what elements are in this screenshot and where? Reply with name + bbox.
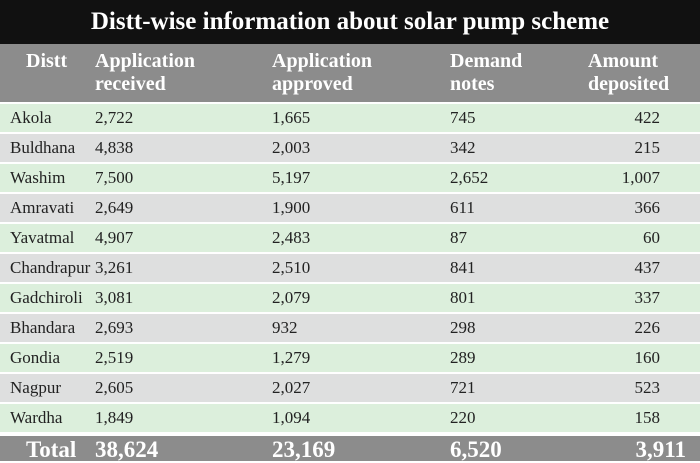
table-row: Washim 7,500 5,197 2,652 1,007 <box>0 164 700 192</box>
table-cell: Yavatmal <box>10 228 75 247</box>
table-cell: 1,900 <box>272 198 311 217</box>
table-cell: 337 <box>634 288 661 307</box>
table-cell: Chandrapur <box>10 258 91 277</box>
header-cell: Application approved <box>272 50 372 96</box>
total-cell: 38,624 <box>95 437 159 462</box>
table-row: Bhandara 2,693 932 298 226 <box>0 314 700 342</box>
header-cell: Distt <box>26 50 67 73</box>
table-cell: 2,652 <box>450 168 489 187</box>
header-cell: Application received <box>95 50 195 96</box>
total-cell: 23,169 <box>272 437 336 462</box>
header-line: received <box>95 73 166 95</box>
table-cell: Gadchiroli <box>10 288 83 307</box>
header-line: deposited <box>588 73 670 95</box>
table-cell: Gondia <box>10 348 61 367</box>
table-row: Yavatmal 4,907 2,483 87 60 <box>0 224 700 252</box>
table-cell: 745 <box>450 108 476 127</box>
table-cell: 932 <box>272 318 298 337</box>
table-cell: 215 <box>634 138 661 157</box>
table-cell: 1,094 <box>272 408 311 427</box>
table-cell: 2,027 <box>272 378 311 397</box>
table-cell: 2,693 <box>95 318 134 337</box>
table-cell: 2,722 <box>95 108 134 127</box>
table-cell: 3,261 <box>95 258 134 277</box>
table-cell: 2,483 <box>272 228 311 247</box>
table-row: Chandrapur 3,261 2,510 841 437 <box>0 254 700 282</box>
table-cell: 1,007 <box>621 168 660 187</box>
table-cell: 2,003 <box>272 138 311 157</box>
table-cell: 87 <box>450 228 467 247</box>
table-cell: 4,907 <box>95 228 134 247</box>
table-cell: 4,838 <box>95 138 134 157</box>
table-row: Gadchiroli 3,081 2,079 801 337 <box>0 284 700 312</box>
table-row: Amravati 2,649 1,900 611 366 <box>0 194 700 222</box>
table-cell: 437 <box>634 258 661 277</box>
table-cell: 2,079 <box>272 288 311 307</box>
table-cell: 220 <box>450 408 476 427</box>
table-title: Distt-wise information about solar pump … <box>0 0 700 44</box>
table-cell: 1,279 <box>272 348 311 367</box>
table-cell: 2,605 <box>95 378 134 397</box>
table-cell: 611 <box>450 198 475 217</box>
header-line: notes <box>450 73 495 95</box>
table-row: Akola 2,722 1,665 745 422 <box>0 104 700 132</box>
total-row: Total 38,624 23,169 6,520 3,911 <box>0 436 700 462</box>
table-cell: 342 <box>450 138 476 157</box>
table-cell: Akola <box>10 108 52 127</box>
header-cell: Amount deposited <box>588 50 669 96</box>
table-cell: 841 <box>450 258 476 277</box>
table-cell: 366 <box>634 198 661 217</box>
header-line: Application <box>95 50 196 72</box>
header-line: Amount <box>588 50 659 72</box>
header-row: Distt Application received Application appro… <box>0 44 700 102</box>
table-cell: 721 <box>450 378 476 397</box>
table-cell: Buldhana <box>10 138 76 157</box>
table-cell: 160 <box>634 348 661 367</box>
table-cell: 523 <box>634 378 661 397</box>
total-cell: Total <box>26 437 77 462</box>
table-cell: 801 <box>450 288 476 307</box>
table-cell: Amravati <box>10 198 75 217</box>
table-cell: 298 <box>450 318 476 337</box>
header-cell: Demand notes <box>450 50 522 96</box>
table-cell: 3,081 <box>95 288 134 307</box>
table-cell: 5,197 <box>272 168 311 187</box>
table-cell: 2,510 <box>272 258 311 277</box>
table-cell: 226 <box>634 318 661 337</box>
table-cell: 7,500 <box>95 168 134 187</box>
total-cell: 6,520 <box>450 437 502 462</box>
table-cell: 2,519 <box>95 348 134 367</box>
table-cell: 1,665 <box>272 108 311 127</box>
header-line: Demand <box>450 50 523 72</box>
table-cell: 422 <box>634 108 661 127</box>
table-row: Nagpur 2,605 2,027 721 523 <box>0 374 700 402</box>
table-cell: 158 <box>634 408 661 427</box>
table-cell: 60 <box>643 228 660 247</box>
table-row: Wardha 1,849 1,094 220 158 <box>0 404 700 432</box>
table-row: Gondia 2,519 1,279 289 160 <box>0 344 700 372</box>
header-line: Application <box>272 50 373 72</box>
table-cell: Bhandara <box>10 318 76 337</box>
table-cell: Wardha <box>10 408 63 427</box>
header-line: Distt <box>26 50 68 72</box>
table-cell: Nagpur <box>10 378 61 397</box>
header-line: approved <box>272 73 353 95</box>
table-cell: Washim <box>10 168 66 187</box>
table-row: Buldhana 4,838 2,003 342 215 <box>0 134 700 162</box>
total-cell: 3,911 <box>635 437 686 462</box>
table-cell: 289 <box>450 348 476 367</box>
table-cell: 2,649 <box>95 198 134 217</box>
table-cell: 1,849 <box>95 408 134 427</box>
